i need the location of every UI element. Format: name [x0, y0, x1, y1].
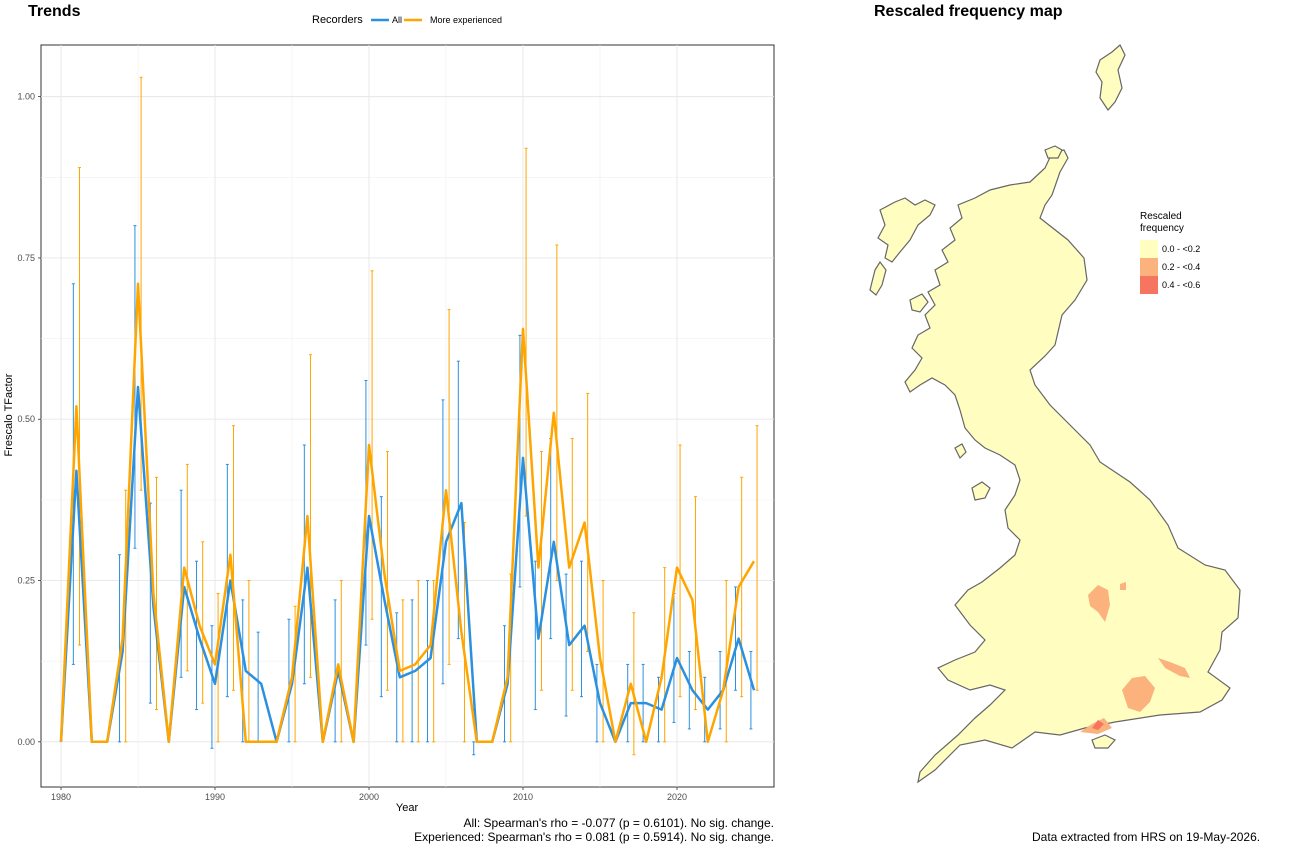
- series-lines: [59, 282, 756, 744]
- error-bar: [595, 663, 599, 743]
- error-bar: [308, 354, 312, 678]
- y-tick-label: 1.00: [17, 92, 35, 102]
- hebrides-south-outline: [869, 260, 887, 296]
- error-bar: [718, 651, 722, 730]
- orkney-outline: [1044, 145, 1063, 159]
- map-legend-title: Rescaled frequency: [1140, 211, 1184, 234]
- x-axis-title: Year: [396, 802, 419, 814]
- grid-lines: [41, 45, 774, 787]
- error-bar: [370, 270, 374, 620]
- error-bar: [503, 625, 507, 743]
- error-bar: [379, 496, 383, 698]
- error-bar: [293, 605, 297, 743]
- error-bar: [724, 580, 728, 743]
- map-legend-swatch: [1140, 258, 1158, 276]
- error-bar: [302, 444, 306, 685]
- error-bar: [339, 580, 343, 743]
- error-bar: [385, 450, 389, 691]
- error-bar: [195, 560, 199, 711]
- map-legend-swatch: [1140, 240, 1158, 258]
- error-bar: [539, 450, 543, 691]
- error-bar: [201, 541, 205, 704]
- error-bar: [333, 599, 337, 743]
- x-tick-label: 1980: [51, 792, 71, 802]
- data-credit: Data extracted from HRS on 19-May-2026.: [1032, 830, 1261, 844]
- anglesey-outline: [971, 481, 991, 501]
- error-bar: [185, 463, 189, 672]
- trends-title: Trends: [28, 3, 81, 20]
- trends-chart: Recorders All More experienced 0.000.250…: [3, 14, 775, 814]
- map-legend-item: 0.2 - <0.4: [1140, 258, 1210, 276]
- skye-outline: [909, 293, 929, 313]
- legend-label-all: All: [392, 15, 402, 25]
- hotspot-south-coast: [1080, 718, 1112, 734]
- map-legend-swatch: [1140, 276, 1158, 294]
- legend-label-experienced: More experienced: [430, 15, 502, 25]
- hebrides-outline: [877, 197, 936, 263]
- hotspot-small: [1120, 582, 1126, 590]
- stats-experienced: Experienced: Spearman's rho = 0.081 (p =…: [414, 830, 774, 844]
- error-bar: [678, 444, 682, 698]
- error-bar: [77, 167, 81, 646]
- error-bar: [740, 476, 744, 698]
- y-tick-label: 0.75: [17, 253, 35, 263]
- axis-ticks: 0.00 0.25 0.50 0.75 1.00 1980 1990 2000 2010 2020: [17, 92, 687, 802]
- error-bar: [179, 489, 183, 678]
- map-legend-item: 0.4 - <0.6: [1140, 276, 1210, 294]
- series-line-experienced: [59, 282, 756, 744]
- x-tick-label: 2000: [359, 792, 379, 802]
- error-bar: [133, 225, 137, 549]
- error-bar: [231, 425, 235, 691]
- hotspot-north-downs: [1122, 676, 1155, 712]
- spearman-stats: All: Spearman's rho = -0.077 (p = 0.6101…: [414, 816, 774, 844]
- error-bar: [564, 573, 568, 717]
- x-tick-label: 2020: [667, 792, 687, 802]
- legend-title: Recorders: [312, 14, 363, 26]
- plot-panel: [40, 44, 775, 788]
- error-bar: [626, 663, 630, 743]
- error-bar: [533, 560, 537, 711]
- map-legend: Rescaled frequency 0.0 - <0.2 0.2 - <0.4…: [1140, 211, 1210, 294]
- hotspot-south-coast-core: [1092, 720, 1104, 730]
- error-bar: [693, 496, 697, 711]
- x-tick-label: 1990: [205, 792, 225, 802]
- map-title: Rescaled frequency map: [874, 3, 1063, 20]
- map-hotspots: [1080, 582, 1190, 734]
- error-bar: [447, 309, 451, 665]
- error-bar: [287, 618, 291, 743]
- y-tick-label: 0.25: [17, 576, 35, 586]
- error-bar: [632, 612, 636, 756]
- man-outline: [954, 443, 967, 460]
- error-bar: [555, 244, 559, 582]
- chart-legend: Recorders All More experienced: [312, 14, 502, 26]
- y-axis-title: Frescalo TFactor: [3, 373, 15, 456]
- error-bar: [441, 399, 445, 685]
- error-bar: [210, 625, 214, 749]
- map-legend-label: 0.4 - <0.6: [1162, 280, 1201, 290]
- error-bar: [118, 554, 122, 743]
- error-bar: [570, 438, 574, 691]
- map-legend-item: 0.0 - <0.2: [1140, 240, 1210, 258]
- stats-all: All: Spearman's rho = -0.077 (p = 0.6101…: [463, 816, 774, 830]
- y-tick-label: 0.50: [17, 414, 35, 424]
- error-bar: [395, 612, 399, 743]
- error-bar: [749, 651, 753, 730]
- error-bar: [154, 476, 158, 711]
- map-legend-label: 0.0 - <0.2: [1162, 244, 1201, 254]
- y-tick-label: 0.00: [17, 737, 35, 747]
- error-bar: [472, 741, 476, 756]
- x-tick-label: 2010: [513, 792, 533, 802]
- map-legend-label: 0.2 - <0.4: [1162, 262, 1201, 272]
- map-land: [869, 44, 1241, 784]
- hotspot-chilterns: [1088, 585, 1110, 622]
- error-bar: [687, 651, 691, 730]
- hotspot-kent: [1158, 658, 1190, 678]
- shetland-outline: [1095, 44, 1126, 111]
- error-bar: [601, 580, 605, 743]
- isle-of-wight-outline: [1091, 734, 1116, 749]
- error-bar: [755, 425, 759, 691]
